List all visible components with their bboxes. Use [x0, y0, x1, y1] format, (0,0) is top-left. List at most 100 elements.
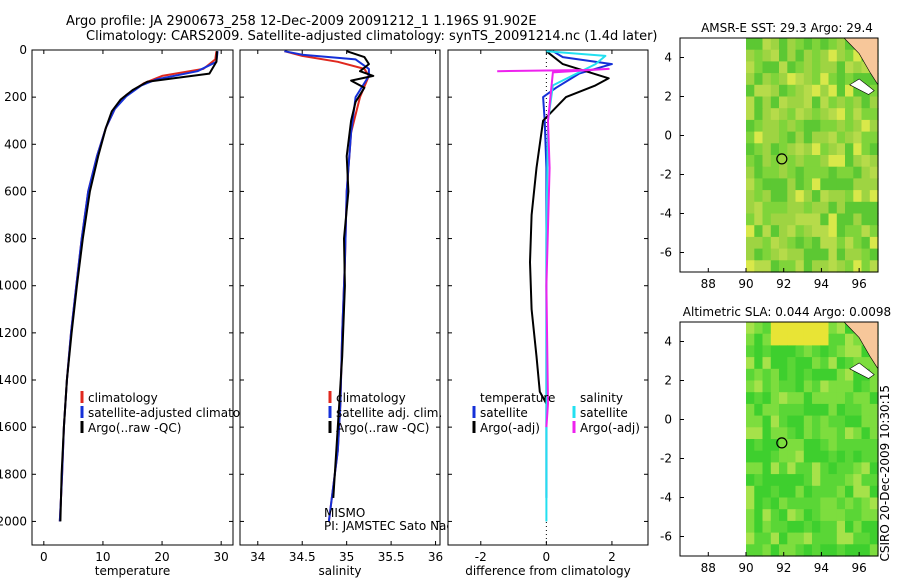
y-tick-label: 1600 [0, 420, 27, 434]
map-cell [762, 427, 772, 440]
legend-label: Argo(-adj) [480, 421, 540, 435]
map-cell [853, 225, 863, 238]
map-cell [853, 357, 863, 370]
map-x-tick-label: 94 [814, 277, 829, 291]
map-cell [845, 260, 854, 273]
map-cell [803, 520, 813, 534]
map-cell [746, 108, 755, 121]
map-cell [853, 248, 863, 261]
map-cell [836, 485, 846, 499]
map-cell [754, 96, 764, 109]
map-cell [828, 485, 838, 499]
map-cell [795, 73, 805, 86]
map-cell [812, 509, 821, 522]
map-cell [845, 73, 854, 86]
x-tick-label: 10 [95, 550, 110, 564]
map-cell [762, 497, 772, 510]
map-cell [820, 49, 830, 62]
map-cell [754, 392, 764, 405]
map-cell [812, 415, 821, 428]
map-cell [762, 178, 772, 191]
map-cell [779, 73, 788, 86]
map-cell [754, 166, 764, 179]
plot-frame-salinity [239, 49, 441, 546]
map-cell [812, 462, 821, 475]
map-cell [803, 201, 813, 215]
x-tick-label: 30 [214, 550, 229, 564]
map-title: Altimetric SLA: 0.044 Argo: 0.0098 [683, 305, 891, 319]
map-cell [770, 96, 780, 109]
map-cell [803, 84, 813, 98]
map-cell [845, 333, 854, 346]
map-cell [861, 509, 871, 522]
map-cell [779, 61, 788, 74]
map-cell [746, 119, 755, 133]
map-cell [770, 450, 780, 463]
map-cell [853, 474, 863, 487]
map-cell [762, 474, 772, 487]
map-cell [746, 248, 755, 261]
map-cell [779, 38, 788, 51]
map-cell [861, 415, 871, 428]
map-cell [869, 450, 879, 463]
map-cell [828, 178, 838, 191]
map-cell [779, 155, 788, 168]
map-cell [754, 357, 764, 370]
map-cell [795, 333, 805, 346]
map-cell [853, 119, 863, 133]
map-cell [861, 260, 871, 273]
map-cell [861, 61, 871, 74]
map-cell [770, 143, 780, 156]
map-cell [762, 368, 772, 382]
map-cell [828, 357, 838, 370]
map-cell [779, 322, 788, 335]
map-cell [754, 225, 764, 238]
map-cell [861, 532, 871, 545]
map-cell [828, 119, 838, 133]
map-cell [853, 427, 863, 440]
map-cell [820, 73, 830, 86]
map-cell [803, 345, 813, 358]
map-cell [861, 225, 871, 238]
series-line-argo-raw-qc- [332, 50, 375, 498]
legend-label: satellite [480, 406, 528, 420]
map-cell [762, 392, 772, 405]
map-cell [787, 225, 797, 238]
map-cell [746, 544, 755, 557]
map-cell [754, 368, 764, 382]
map-cell [803, 131, 813, 144]
map-cell [770, 427, 780, 440]
map-cell [762, 225, 772, 238]
map-cell [754, 190, 764, 203]
map-cell [762, 213, 772, 226]
map-cell [861, 96, 871, 109]
map-cell [828, 143, 838, 156]
map-cell [836, 49, 846, 62]
map-cell [770, 392, 780, 405]
map-cell [770, 380, 780, 393]
map-cell [762, 131, 772, 144]
map-cell [853, 213, 863, 226]
map-cell [762, 357, 772, 370]
map-cell [828, 415, 838, 428]
map-cell [812, 73, 821, 86]
map-cell [754, 497, 764, 510]
map-cell [869, 392, 879, 405]
map-cell [754, 119, 764, 133]
map-cell [770, 544, 780, 557]
map-x-tick-label: 96 [852, 561, 867, 575]
map-cell [812, 201, 821, 215]
map-y-tick-label: 4 [664, 51, 672, 65]
map-cell [853, 61, 863, 74]
map-cell [845, 392, 854, 405]
map-cell [803, 380, 813, 393]
map-cell [787, 415, 797, 428]
map-cell [787, 131, 797, 144]
map-cell [853, 143, 863, 156]
map-cell [779, 520, 788, 534]
map-cell [770, 178, 780, 191]
map-cell [836, 155, 846, 168]
map-cell [869, 178, 879, 191]
x-tick-label: 35.5 [378, 550, 405, 564]
map-cell [812, 119, 821, 133]
